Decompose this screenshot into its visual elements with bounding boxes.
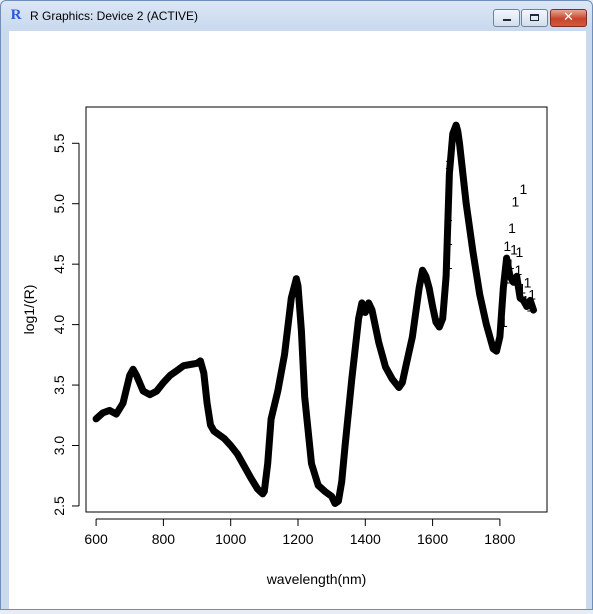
plot-frame: [85, 106, 548, 513]
y-axis: 2.5 3.0 3.5 4.0 4.5 5.0 5.5: [51, 133, 80, 516]
y-tick-label: 5.5: [51, 133, 67, 153]
x-tick-label: 1600: [417, 531, 448, 547]
y-tick-label: 4.5: [51, 254, 67, 274]
maximize-icon: [530, 14, 539, 21]
point-marker: 1: [516, 244, 524, 260]
maximize-button[interactable]: [521, 9, 548, 27]
y-tick-label: 4.0: [51, 315, 67, 335]
y-tick-label: 5.0: [51, 194, 67, 214]
x-axis: 600 800 1000 1200 1400 1600 1800: [84, 518, 516, 547]
y-tick-label: 2.5: [51, 496, 67, 516]
spectrum-band: [92, 121, 537, 507]
y-axis-label: log1/(R): [21, 285, 37, 335]
point-marker: 1: [522, 292, 530, 308]
point-marker: 1: [514, 262, 522, 278]
point-marker: 1: [445, 256, 453, 272]
spectrum-line: [95, 121, 535, 506]
point-marker: 1: [524, 274, 532, 290]
r-logo-icon: R: [10, 7, 22, 23]
minimize-button[interactable]: [493, 9, 520, 27]
point-marker: 1: [518, 280, 526, 296]
point-marker: 1: [520, 181, 528, 197]
x-tick-label: 600: [84, 531, 108, 547]
x-tick-label: 1800: [484, 531, 515, 547]
x-tick-label: 800: [152, 531, 176, 547]
spectrum-chart: 600 800 1000 1200 1400 1600 1800 2.5 3.0 3.5 4.0 4…: [21, 106, 548, 587]
point-marker: 1: [445, 184, 453, 200]
point-marker: 1: [445, 208, 453, 224]
x-tick-label: 1200: [282, 531, 313, 547]
x-axis-label: wavelength(nm): [266, 571, 367, 587]
point-marker: 1: [511, 193, 519, 209]
point-marker: 1: [445, 232, 453, 248]
close-icon: ✕: [563, 10, 574, 25]
point-marker: 1: [503, 271, 511, 287]
x-tick-label: 1400: [350, 531, 381, 547]
y-tick-label: 3.5: [51, 375, 67, 395]
point-marker: 1: [528, 286, 536, 302]
point-marker: 1: [508, 220, 516, 236]
y-tick-label: 3.0: [51, 436, 67, 456]
plot-canvas: 600 800 1000 1200 1400 1600 1800 2.5 3.0 3.5 4.0 4…: [9, 31, 586, 609]
window-title: R Graphics: Device 2 (ACTIVE): [30, 9, 199, 23]
x-tick-label: 1000: [215, 531, 246, 547]
minimize-icon: [503, 19, 511, 21]
point-marker: 1: [507, 256, 515, 272]
point-marker: 1: [503, 238, 511, 254]
point-marker: 1: [510, 242, 518, 258]
point-marker: 1: [500, 314, 508, 330]
point-marker: 1: [445, 156, 453, 172]
close-button[interactable]: ✕: [550, 9, 587, 27]
title-bar[interactable]: R R Graphics: Device 2 (ACTIVE) ✕: [1, 1, 592, 31]
point-marker: 1: [526, 298, 534, 314]
series-spectrum: [92, 121, 537, 507]
